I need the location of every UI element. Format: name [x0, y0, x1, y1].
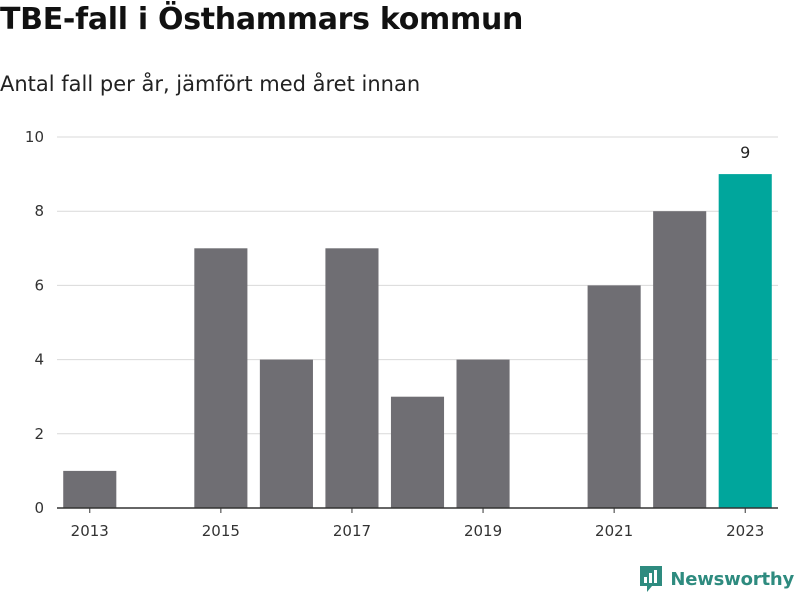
y-tick-label: 4: [34, 351, 44, 369]
brand-name: Newsworthy: [670, 568, 794, 590]
bar: [390, 396, 445, 508]
chart-subtitle: Antal fall per år, jämfört med året inna…: [0, 72, 421, 96]
y-tick-label: 2: [34, 425, 44, 443]
bar: [325, 248, 379, 509]
brand-logo: Newsworthy: [638, 564, 794, 594]
data-label: 9: [740, 143, 750, 162]
y-tick-label: 10: [25, 128, 44, 146]
x-tick-label: 2019: [464, 522, 502, 540]
newsworthy-logo-icon: [640, 566, 663, 592]
bar: [259, 359, 313, 508]
bar: [194, 248, 248, 509]
chart-title: TBE-fall i Östhammars kommun: [0, 2, 524, 37]
y-tick-label: 0: [34, 499, 44, 517]
x-tick-label: 2015: [202, 522, 240, 540]
y-tick-label: 8: [34, 202, 44, 220]
bar: [718, 174, 772, 508]
bar: [63, 470, 117, 508]
x-tick-label: 2023: [726, 522, 764, 540]
x-tick-label: 2017: [333, 522, 371, 540]
bar: [653, 211, 707, 508]
bar: [587, 285, 641, 508]
y-tick-label: 6: [34, 276, 44, 294]
x-tick-label: 2021: [595, 522, 633, 540]
bar: [456, 359, 510, 508]
x-tick-label: 2013: [71, 522, 109, 540]
